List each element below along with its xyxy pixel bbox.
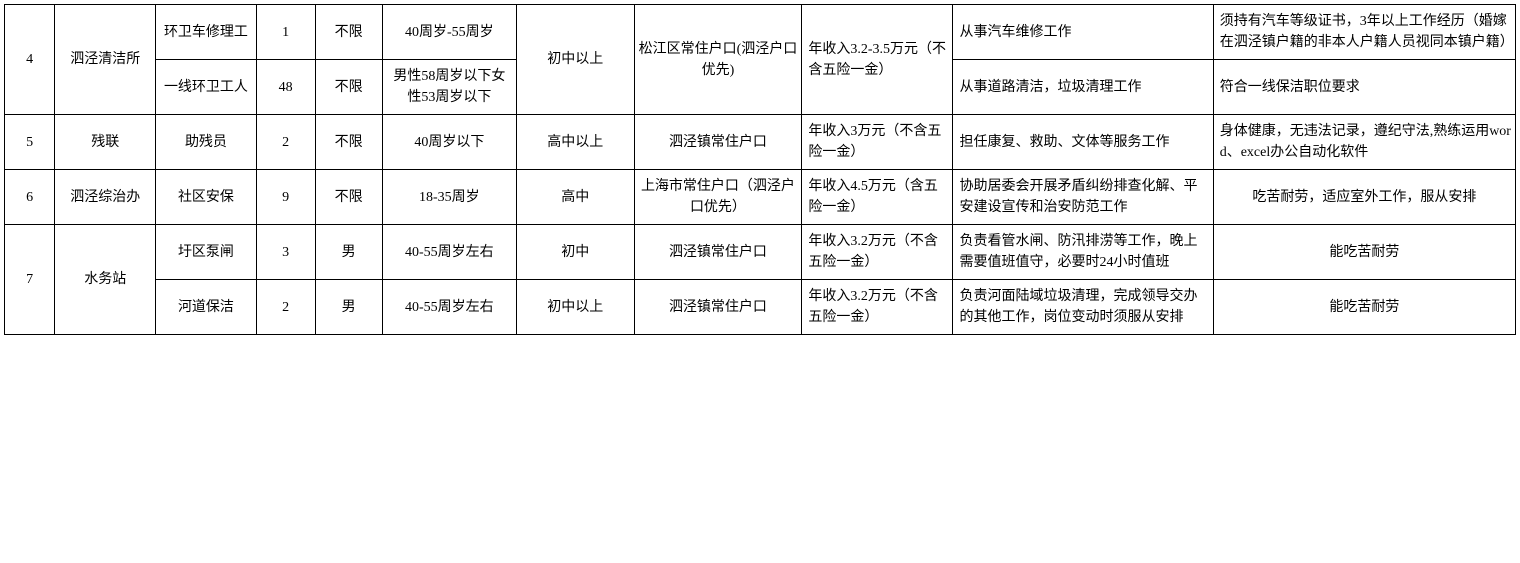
gender: 不限 [315,170,382,225]
department: 泗泾综治办 [55,170,156,225]
salary: 年收入3.2万元（不含五险一金） [802,280,953,335]
duties: 负责河面陆域垃圾清理，完成领导交办的其他工作，岗位变动时须服从安排 [953,280,1213,335]
education: 初中 [516,225,634,280]
row-number: 4 [5,5,55,115]
requirements: 符合一线保洁职位要求 [1213,60,1515,115]
table-row: 5 残联 助残员 2 不限 40周岁以下 高中以上 泗泾镇常住户口 年收入3万元… [5,115,1516,170]
table-row: 4 泗泾清洁所 环卫车修理工 1 不限 40周岁-55周岁 初中以上 松江区常住… [5,5,1516,60]
education: 初中以上 [516,5,634,115]
salary: 年收入3.2-3.5万元（不含五险一金） [802,5,953,115]
requirements: 须持有汽车等级证书，3年以上工作经历（婚嫁在泗泾镇户籍的非本人户籍人员视同本镇户… [1213,5,1515,60]
count: 48 [256,60,315,115]
residence: 泗泾镇常住户口 [634,225,802,280]
department: 水务站 [55,225,156,335]
position: 环卫车修理工 [156,5,257,60]
requirements: 身体健康，无违法记录，遵纪守法,熟练运用word、excel办公自动化软件 [1213,115,1515,170]
row-number: 7 [5,225,55,335]
salary: 年收入4.5万元（含五险一金） [802,170,953,225]
row-number: 6 [5,170,55,225]
age: 40周岁-55周岁 [382,5,516,60]
duties: 从事道路清洁，垃圾清理工作 [953,60,1213,115]
education: 高中以上 [516,115,634,170]
count: 9 [256,170,315,225]
gender: 不限 [315,60,382,115]
table-row: 河道保洁 2 男 40-55周岁左右 初中以上 泗泾镇常住户口 年收入3.2万元… [5,280,1516,335]
duties: 从事汽车维修工作 [953,5,1213,60]
age: 40-55周岁左右 [382,225,516,280]
age: 男性58周岁以下女性53周岁以下 [382,60,516,115]
position: 河道保洁 [156,280,257,335]
residence: 泗泾镇常住户口 [634,280,802,335]
table-row: 6 泗泾综治办 社区安保 9 不限 18-35周岁 高中 上海市常住户口（泗泾户… [5,170,1516,225]
age: 40周岁以下 [382,115,516,170]
duties: 负责看管水闸、防汛排涝等工作，晚上需要值班值守，必要时24小时值班 [953,225,1213,280]
salary: 年收入3万元（不含五险一金） [802,115,953,170]
count: 3 [256,225,315,280]
age: 18-35周岁 [382,170,516,225]
recruitment-table: 4 泗泾清洁所 环卫车修理工 1 不限 40周岁-55周岁 初中以上 松江区常住… [4,4,1516,335]
row-number: 5 [5,115,55,170]
requirements: 能吃苦耐劳 [1213,280,1515,335]
residence: 松江区常住户口(泗泾户口优先) [634,5,802,115]
position: 助残员 [156,115,257,170]
gender: 男 [315,225,382,280]
education: 初中以上 [516,280,634,335]
position: 一线环卫工人 [156,60,257,115]
residence: 上海市常住户口（泗泾户口优先） [634,170,802,225]
department: 残联 [55,115,156,170]
salary: 年收入3.2万元（不含五险一金） [802,225,953,280]
count: 1 [256,5,315,60]
requirements: 吃苦耐劳，适应室外工作，服从安排 [1213,170,1515,225]
department: 泗泾清洁所 [55,5,156,115]
table-row: 7 水务站 圩区泵闸 3 男 40-55周岁左右 初中 泗泾镇常住户口 年收入3… [5,225,1516,280]
education: 高中 [516,170,634,225]
count: 2 [256,115,315,170]
gender: 不限 [315,5,382,60]
residence: 泗泾镇常住户口 [634,115,802,170]
gender: 不限 [315,115,382,170]
position: 社区安保 [156,170,257,225]
requirements: 能吃苦耐劳 [1213,225,1515,280]
gender: 男 [315,280,382,335]
age: 40-55周岁左右 [382,280,516,335]
position: 圩区泵闸 [156,225,257,280]
duties: 担任康复、救助、文体等服务工作 [953,115,1213,170]
count: 2 [256,280,315,335]
duties: 协助居委会开展矛盾纠纷排查化解、平安建设宣传和治安防范工作 [953,170,1213,225]
